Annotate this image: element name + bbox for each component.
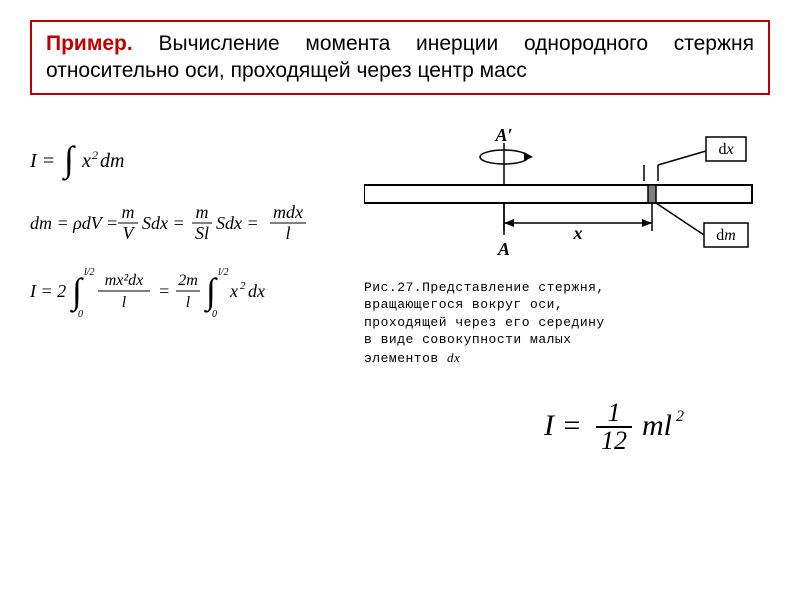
- formula-column: I = ∫ x 2 dm dm = ρdV = m V Sdx = m Sl S…: [30, 123, 340, 333]
- svg-text:2m: 2m: [178, 272, 198, 289]
- svg-text:1: 1: [608, 398, 621, 427]
- svg-text:dm = ρdV =: dm = ρdV =: [30, 213, 118, 233]
- result-formula: I = 1 12 ml 2: [544, 397, 770, 457]
- svg-text:0: 0: [212, 309, 217, 319]
- caption-l1: Рис.27.Представление стержня,: [364, 280, 605, 295]
- svg-text:l/2: l/2: [84, 267, 95, 278]
- title-prefix: Пример.: [46, 32, 133, 55]
- svg-text:dx: dx: [718, 141, 733, 158]
- rod-diagram: A′ x A dx: [364, 123, 754, 273]
- svg-text:∫: ∫: [62, 139, 76, 181]
- svg-text:=: =: [158, 281, 170, 301]
- caption-l3: проходящей через его середину: [364, 315, 605, 330]
- formula-1: I = ∫ x 2 dm: [30, 137, 340, 185]
- svg-text:I =: I =: [30, 150, 55, 172]
- svg-text:0: 0: [78, 309, 83, 319]
- svg-text:A: A: [497, 239, 510, 259]
- svg-text:I =: I =: [544, 409, 582, 442]
- svg-text:I = 2: I = 2: [30, 281, 66, 301]
- diagram-column: A′ x A dx: [364, 123, 770, 458]
- svg-text:m: m: [122, 202, 135, 222]
- content-row: I = ∫ x 2 dm dm = ρdV = m V Sdx = m Sl S…: [30, 123, 770, 458]
- svg-text:2: 2: [240, 280, 246, 292]
- svg-text:A′: A′: [494, 125, 512, 145]
- svg-text:Sl: Sl: [195, 223, 209, 243]
- svg-text:ml: ml: [642, 409, 672, 442]
- svg-text:l/2: l/2: [218, 267, 229, 278]
- svg-text:dm: dm: [100, 150, 124, 172]
- svg-text:Sdx =: Sdx =: [216, 213, 259, 233]
- svg-text:mdx: mdx: [273, 202, 303, 222]
- svg-text:2: 2: [92, 148, 98, 162]
- svg-text:∫: ∫: [204, 271, 218, 313]
- title-text: Пример. Вычисление момента инерции однор…: [46, 30, 754, 85]
- svg-text:l: l: [122, 294, 127, 311]
- svg-text:12: 12: [601, 426, 627, 455]
- svg-text:x: x: [81, 150, 91, 172]
- caption-l2: вращающегося вокруг оси,: [364, 297, 563, 312]
- formula-2: dm = ρdV = m V Sdx = m Sl Sdx = mdx l: [30, 199, 340, 249]
- title-body: Вычисление момента инерции однородного с…: [46, 32, 754, 82]
- svg-text:Sdx =: Sdx =: [142, 213, 185, 233]
- svg-text:2: 2: [676, 408, 684, 425]
- example-title-box: Пример. Вычисление момента инерции однор…: [30, 20, 770, 95]
- svg-text:m: m: [196, 202, 209, 222]
- figure-caption: Рис.27.Представление стержня, вращающего…: [364, 279, 770, 368]
- svg-text:l: l: [285, 223, 290, 243]
- caption-l4: в виде совокупности малых: [364, 332, 572, 347]
- svg-text:∫: ∫: [70, 271, 84, 313]
- formula-3: I = 2 ∫ l/2 0 mx²dx l = 2m l ∫ l/2 0 x 2…: [30, 263, 340, 319]
- svg-text:V: V: [123, 223, 136, 243]
- caption-dx: dx: [447, 350, 460, 365]
- svg-text:dx: dx: [248, 281, 265, 301]
- svg-text:l: l: [186, 294, 191, 311]
- svg-text:mx²dx: mx²dx: [105, 272, 144, 289]
- svg-text:x: x: [573, 223, 583, 243]
- svg-text:x: x: [229, 281, 238, 301]
- caption-l5: элементов: [364, 351, 439, 366]
- svg-text:dm: dm: [716, 227, 736, 244]
